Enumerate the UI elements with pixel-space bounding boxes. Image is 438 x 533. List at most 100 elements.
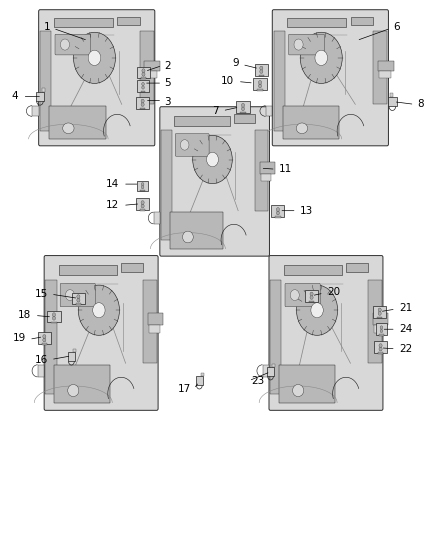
Bar xyxy=(117,17,140,25)
Bar xyxy=(287,18,346,27)
Bar xyxy=(346,263,368,272)
Bar xyxy=(265,106,272,116)
Circle shape xyxy=(379,344,382,348)
Circle shape xyxy=(43,335,46,338)
FancyBboxPatch shape xyxy=(55,34,91,55)
Text: 4: 4 xyxy=(11,91,18,101)
FancyBboxPatch shape xyxy=(44,256,158,410)
Bar xyxy=(67,352,75,361)
Circle shape xyxy=(297,285,338,335)
Circle shape xyxy=(379,347,382,351)
Bar xyxy=(148,313,163,325)
Text: 18: 18 xyxy=(18,310,31,320)
Ellipse shape xyxy=(293,384,304,397)
Bar xyxy=(38,365,44,377)
Bar xyxy=(47,311,60,322)
Circle shape xyxy=(78,285,120,335)
Bar xyxy=(240,112,246,114)
Bar xyxy=(374,31,387,104)
FancyBboxPatch shape xyxy=(269,256,383,410)
Text: 6: 6 xyxy=(394,22,400,33)
Bar xyxy=(283,106,339,139)
Bar xyxy=(72,293,85,304)
Text: 14: 14 xyxy=(106,179,120,189)
Circle shape xyxy=(310,296,313,300)
Bar xyxy=(53,18,113,27)
Circle shape xyxy=(241,107,244,111)
Circle shape xyxy=(310,292,313,296)
Bar xyxy=(42,343,47,345)
Bar xyxy=(373,313,389,325)
Bar xyxy=(40,31,51,131)
Bar xyxy=(49,106,106,139)
Text: 7: 7 xyxy=(212,106,219,116)
Circle shape xyxy=(142,69,145,72)
Bar xyxy=(254,78,267,90)
Bar xyxy=(255,64,268,76)
Circle shape xyxy=(378,311,381,316)
Circle shape xyxy=(207,152,219,167)
Circle shape xyxy=(141,183,144,186)
FancyBboxPatch shape xyxy=(285,284,320,307)
Circle shape xyxy=(276,207,279,212)
Circle shape xyxy=(260,70,263,74)
Circle shape xyxy=(260,66,263,70)
Text: 22: 22 xyxy=(399,344,412,354)
Bar xyxy=(35,92,44,101)
Text: 9: 9 xyxy=(232,59,239,68)
Bar xyxy=(141,91,145,92)
Circle shape xyxy=(88,50,101,66)
Bar xyxy=(140,190,145,191)
Bar xyxy=(305,290,318,302)
Bar xyxy=(378,352,383,354)
Text: 8: 8 xyxy=(418,99,424,109)
Bar xyxy=(260,163,275,174)
Circle shape xyxy=(311,303,323,318)
Bar xyxy=(378,61,394,71)
Bar xyxy=(141,77,146,79)
Bar xyxy=(59,265,117,276)
Bar xyxy=(201,373,204,376)
Bar xyxy=(54,365,110,402)
Circle shape xyxy=(193,135,232,183)
Circle shape xyxy=(77,295,80,298)
Bar xyxy=(234,114,255,123)
Circle shape xyxy=(380,326,383,329)
Bar xyxy=(284,265,342,276)
Bar xyxy=(143,280,157,364)
Bar xyxy=(261,174,271,181)
Bar xyxy=(195,376,203,385)
Bar xyxy=(390,93,393,97)
Bar xyxy=(368,280,381,364)
FancyBboxPatch shape xyxy=(272,10,389,146)
Bar xyxy=(73,349,76,352)
Bar xyxy=(267,367,274,376)
Bar xyxy=(262,365,269,377)
Circle shape xyxy=(74,33,116,83)
FancyBboxPatch shape xyxy=(289,34,325,55)
Bar xyxy=(272,364,275,367)
Text: 2: 2 xyxy=(164,61,171,70)
Circle shape xyxy=(142,86,145,89)
Bar xyxy=(46,280,57,393)
Circle shape xyxy=(141,185,144,189)
Circle shape xyxy=(53,313,56,317)
Text: 1: 1 xyxy=(44,22,51,33)
Bar xyxy=(379,334,384,336)
Circle shape xyxy=(258,80,261,84)
Bar xyxy=(145,61,160,71)
Bar xyxy=(255,130,268,211)
Bar xyxy=(274,31,285,131)
Text: 24: 24 xyxy=(399,324,412,334)
Bar xyxy=(270,280,282,393)
Circle shape xyxy=(258,84,261,88)
Bar xyxy=(379,71,391,78)
Bar xyxy=(38,333,51,344)
Bar xyxy=(42,87,45,92)
Text: 15: 15 xyxy=(35,289,48,299)
Circle shape xyxy=(142,83,145,86)
Bar xyxy=(374,342,387,353)
Bar xyxy=(136,198,149,210)
Bar xyxy=(258,89,263,91)
Bar xyxy=(351,17,374,25)
